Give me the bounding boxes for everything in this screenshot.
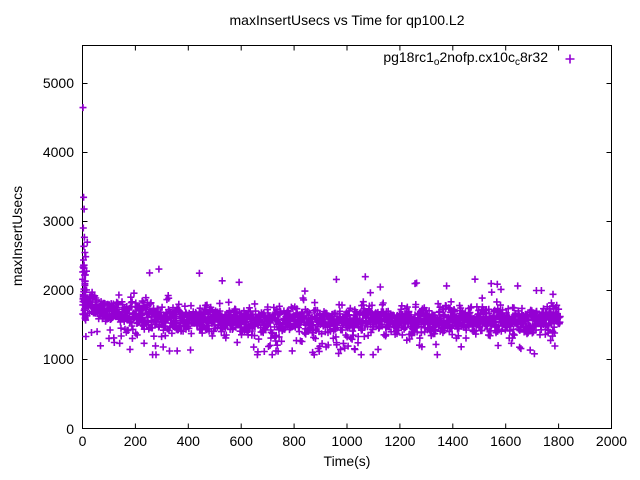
legend-plus-marker-icon (565, 54, 575, 63)
x-tick-label: 1000 (331, 433, 363, 449)
axis-ticks (82, 45, 612, 429)
legend: pg18rc1o2nofp.cx10cc8r32 (383, 49, 576, 68)
x-tick-label: 1800 (543, 433, 575, 449)
x-tick-label: 200 (123, 433, 148, 449)
x-tick-label: 0 (78, 433, 87, 449)
y-tick-label: 5000 (42, 75, 74, 92)
y-tick-label: 0 (66, 420, 74, 437)
y-tick-label: 2000 (42, 282, 74, 299)
x-tick-label: 400 (176, 433, 200, 449)
x-tick-label: 1200 (384, 433, 416, 449)
legend-label-subscript: c (514, 57, 520, 68)
legend-label-part: 2nofp.cx10c (439, 49, 515, 65)
x-tick-label: 800 (282, 433, 306, 449)
legend-series-label: pg18rc1o2nofp.cx10cc8r32 (383, 49, 548, 68)
y-tick-label: 1000 (42, 351, 74, 368)
x-tick-label: 1600 (490, 433, 522, 449)
x-tick-label: 2000 (595, 433, 628, 449)
scatter-points (79, 104, 564, 359)
chart-title: maxInsertUsecs vs Time for qp100.L2 (229, 12, 465, 28)
legend-label-part: pg18rc1 (383, 49, 434, 65)
legend-label-subscript: o (433, 57, 440, 68)
plot-border (82, 45, 612, 429)
y-tick-label: 4000 (42, 144, 74, 161)
x-tick-label: 600 (229, 433, 253, 449)
legend-label-part: 8r32 (519, 49, 548, 65)
x-axis-label: Time(s) (323, 453, 371, 469)
y-tick-label: 3000 (42, 213, 74, 230)
x-tick-label: 1400 (437, 433, 469, 449)
